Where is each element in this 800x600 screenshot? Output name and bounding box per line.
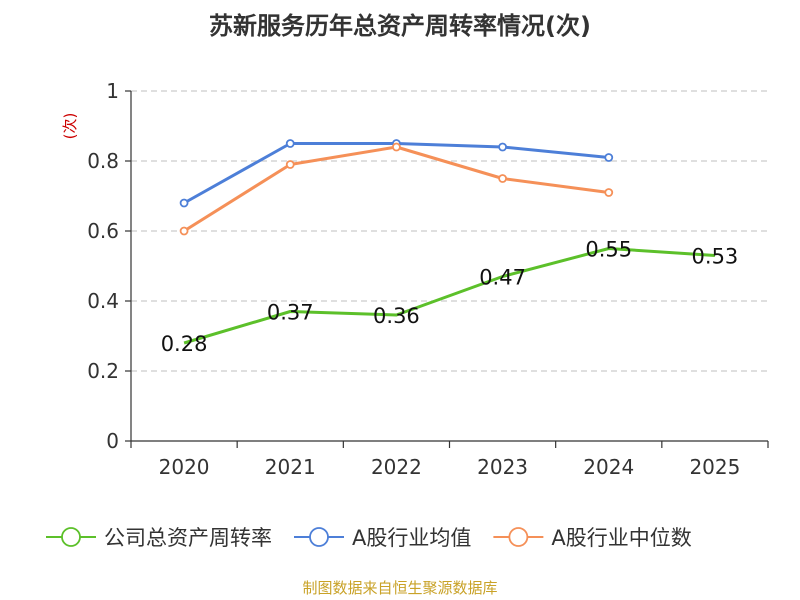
series-point — [498, 142, 507, 152]
legend-marker — [61, 527, 81, 547]
legend-marker — [309, 527, 329, 547]
x-tick-label: 2023 — [477, 455, 528, 479]
series-line-3 — [183, 145, 609, 233]
x-tick-label: 2024 — [583, 455, 634, 479]
y-tick-label: 0.4 — [87, 289, 119, 313]
x-tick-label: 2025 — [689, 455, 740, 479]
series-point — [392, 142, 401, 152]
series-line-1 — [183, 247, 716, 345]
series-point — [604, 153, 614, 162]
legend-label: A股行业中位数 — [551, 526, 691, 550]
data-label: 0.37 — [267, 301, 314, 325]
series-point — [179, 226, 189, 236]
series-point — [179, 198, 189, 208]
chart-title: 苏新服务历年总资产周转率情况(次) — [209, 12, 591, 40]
y-axis-label: (次) — [61, 113, 79, 140]
y-tick-label: 0.8 — [87, 149, 119, 173]
data-label: 0.47 — [479, 266, 526, 290]
x-tick-label: 2020 — [159, 455, 210, 479]
data-label: 0.55 — [585, 238, 632, 262]
y-tick-label: 1 — [106, 79, 119, 103]
axes: 0 0.2 0.4 0.6 0.8 1 2020 2021 2022 2023 2024 2025 — [87, 79, 769, 479]
grid-lines — [131, 90, 768, 372]
x-tick-label: 2022 — [371, 455, 422, 479]
x-tick-label: 2021 — [265, 455, 316, 479]
series-point — [498, 174, 507, 183]
y-tick-label: 0.6 — [87, 219, 119, 243]
series-line-2 — [183, 142, 609, 205]
data-label: 0.36 — [373, 304, 420, 328]
legend-marker — [508, 527, 529, 547]
legend-label: A股行业均值 — [352, 526, 471, 550]
source-note: 制图数据来自恒生聚源数据库 — [302, 579, 497, 597]
legend: 公司总资产周转率 A股行业均值 A股行业中位数 — [46, 526, 692, 550]
y-tick-label: 0.2 — [87, 359, 119, 383]
series-point — [285, 139, 295, 148]
legend-label: 公司总资产周转率 — [104, 526, 272, 550]
y-tick-label: 0 — [106, 429, 119, 453]
series-point — [285, 160, 295, 169]
data-label: 0.53 — [692, 245, 739, 269]
series-point — [604, 188, 614, 197]
data-label: 0.28 — [161, 332, 208, 356]
series-group: 0.28 0.37 0.36 0.47 0.55 0.53 — [161, 139, 739, 356]
